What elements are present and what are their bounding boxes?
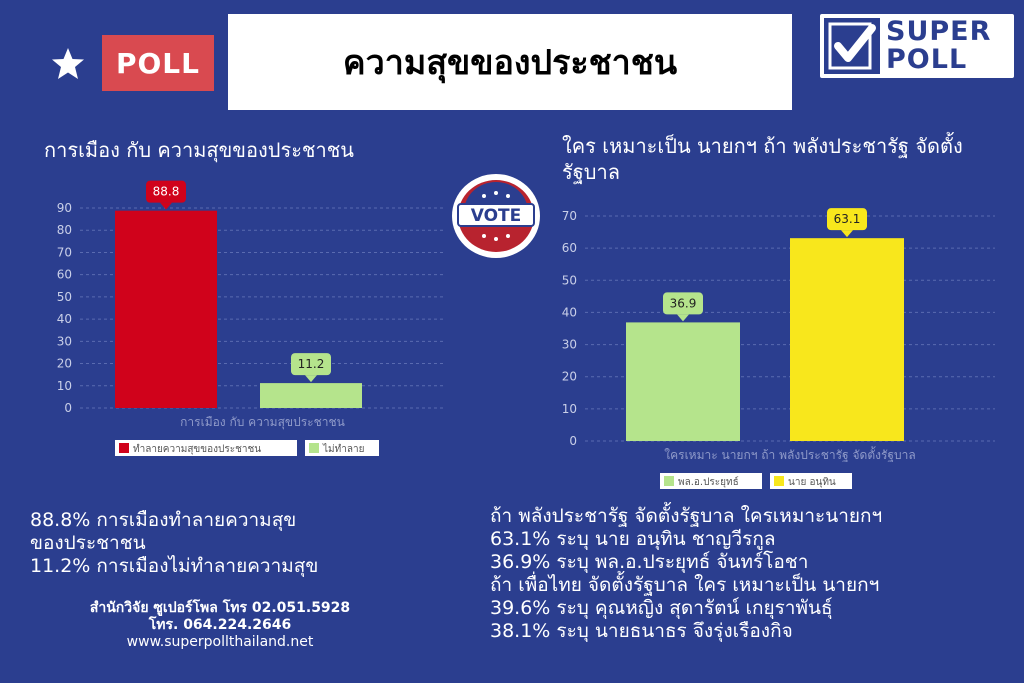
legend-label: นาย อนุทิน <box>788 477 836 488</box>
data-callout <box>291 353 331 376</box>
data-label: 63.1 <box>834 212 861 226</box>
y-tick-label: 0 <box>569 434 577 448</box>
legend-swatch <box>774 476 784 486</box>
y-tick-label: 40 <box>57 312 72 326</box>
y-tick-label: 50 <box>57 290 72 304</box>
legend-item <box>660 473 762 489</box>
chart1-title: การเมือง กับ ความสุขของประชาชน <box>44 138 354 162</box>
y-tick-label: 10 <box>562 402 577 416</box>
right-summary-line: 39.6% ระบุ คุณหญิง สุดารัตน์ เกยุราพันธุ… <box>490 597 833 619</box>
data-callout <box>146 180 186 203</box>
y-tick-label: 50 <box>562 273 577 287</box>
superpoll-logo: SUPER POLL <box>820 14 1014 78</box>
x-axis-label: ใครเหมาะ นายกฯ ถ้า พลังประชารัฐ จัดตั้งร… <box>664 446 916 462</box>
data-callout <box>663 292 703 315</box>
contact-line2: โทร. 064.224.2646 <box>148 617 292 633</box>
y-tick-label: 10 <box>57 379 72 393</box>
y-tick-label: 30 <box>562 338 577 352</box>
legend-item <box>115 440 297 456</box>
vote-badge-icon: VOTE <box>452 174 540 258</box>
left-summary-line: 11.2% การเมืองไม่ทำลายความสุข <box>30 555 319 577</box>
bar <box>115 210 217 408</box>
chart2: 0 10 20 30 40 50 60 70 36.9 63.1 ใครเหมาะ นายกฯ ถ้… <box>562 208 995 489</box>
right-summary-line: 63.1% ระบุ นาย อนุทิน ชาญวีรกูล <box>490 528 776 550</box>
data-callout-pointer <box>841 230 853 238</box>
title-box: ความสุขของประชาชน <box>228 14 792 110</box>
check-icon <box>824 18 880 74</box>
logo-line2: POLL <box>886 44 968 75</box>
legend-swatch <box>309 443 319 453</box>
y-tick-label: 30 <box>57 334 72 348</box>
left-summary-line: 88.8% การเมืองทำลายความสุข <box>30 509 297 531</box>
data-label: 88.8 <box>153 185 180 199</box>
data-callout-pointer <box>160 202 172 210</box>
legend-swatch <box>664 476 674 486</box>
right-summary-line: 38.1% ระบุ นายธนาธร จึงรุ่งเรืองกิจ <box>490 620 793 642</box>
y-tick-label: 20 <box>57 357 72 371</box>
left-summary-line: ของประชาชน <box>30 532 146 554</box>
poll-badge: POLL <box>102 35 214 91</box>
y-tick-label: 60 <box>57 268 72 282</box>
right-summary-line: ถ้า พลังประชารัฐ จัดตั้งรัฐบาล ใครเหมาะน… <box>490 505 883 527</box>
legend-label: ไม่ทำลาย <box>322 443 364 455</box>
bar <box>260 383 362 408</box>
bar <box>790 238 904 441</box>
y-tick-label: 70 <box>562 209 577 223</box>
chart1: 0 10 20 30 40 50 60 70 80 90 88.8 11.2 การเมือง กับ … <box>57 180 445 456</box>
legend-item <box>305 440 379 456</box>
y-tick-label: 90 <box>57 201 72 215</box>
chart2-title: ใคร เหมาะเป็น นายกฯ ถ้า พลังประชารัฐ จัด… <box>562 134 963 184</box>
right-summary-line: ถ้า เพื่อไทย จัดตั้งรัฐบาล ใคร เหมาะเป็น… <box>490 574 880 596</box>
star-icon <box>52 48 84 79</box>
data-callout-pointer <box>677 314 689 322</box>
contact-info: สำนักวิจัย ซูเปอร์โพล โทร 02.051.5928 โท… <box>60 600 380 651</box>
left-summary: 88.8% การเมืองทำลายความสุข ของประชาชน 11… <box>30 509 450 578</box>
y-tick-label: 80 <box>57 223 72 237</box>
vote-label: VOTE <box>471 206 522 226</box>
right-summary: ถ้า พลังประชารัฐ จัดตั้งรัฐบาล ใครเหมาะน… <box>490 505 1010 643</box>
legend-item <box>770 473 852 489</box>
right-summary-line: 36.9% ระบุ พล.อ.ประยุทธ์ จันทร์โอชา <box>490 551 809 573</box>
data-callout <box>827 208 867 231</box>
y-tick-label: 0 <box>64 401 72 415</box>
legend-label: ทำลายความสุขของประชาชน <box>133 444 261 455</box>
bar <box>626 322 740 441</box>
legend-swatch <box>119 443 129 453</box>
y-tick-label: 70 <box>57 245 72 259</box>
data-label: 36.9 <box>670 296 697 310</box>
legend-label: พล.อ.ประยุทธ์ <box>678 476 739 488</box>
y-tick-label: 60 <box>562 241 577 255</box>
contact-line1: สำนักวิจัย ซูเปอร์โพล โทร 02.051.5928 <box>89 600 351 616</box>
page-title: ความสุขของประชาชน <box>342 43 678 83</box>
logo-line1: SUPER <box>886 16 992 47</box>
data-label: 11.2 <box>298 357 325 371</box>
contact-website: www.superpollthailand.net <box>126 634 314 650</box>
y-tick-label: 20 <box>562 370 577 384</box>
x-axis-label: การเมือง กับ ความสุขประชาชน <box>180 415 345 430</box>
data-callout-pointer <box>305 375 317 383</box>
poll-label: POLL <box>115 46 200 80</box>
y-tick-label: 40 <box>562 305 577 319</box>
